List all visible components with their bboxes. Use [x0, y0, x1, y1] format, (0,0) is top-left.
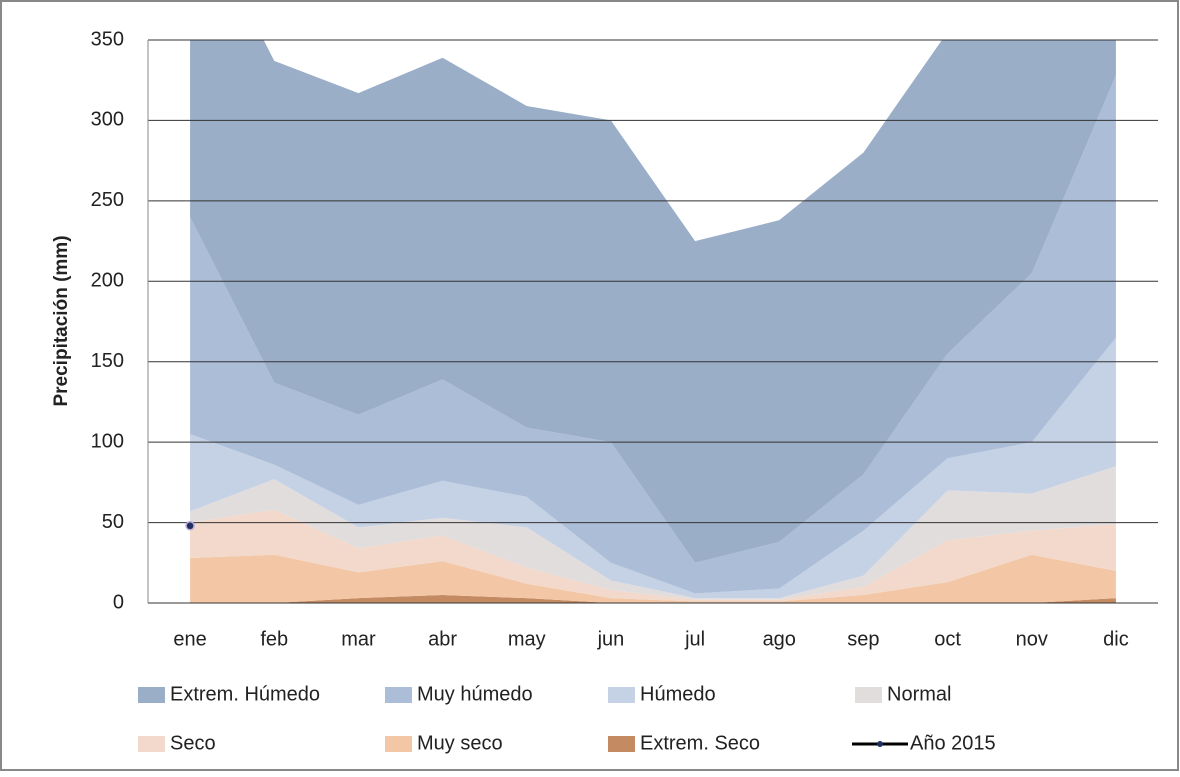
- legend-swatch: [138, 687, 165, 703]
- x-tick-label: dic: [1103, 628, 1129, 650]
- legend-marker: [877, 741, 883, 747]
- x-tick-label: mar: [341, 628, 376, 650]
- legend-label: Seco: [170, 732, 216, 754]
- legend-swatch: [608, 736, 635, 752]
- legend-swatch: [385, 687, 412, 703]
- legend-label: Húmedo: [640, 683, 716, 705]
- y-tick-label: 0: [113, 591, 124, 613]
- area: [190, 466, 1116, 600]
- y-tick-label: 350: [91, 28, 124, 50]
- area: [190, 594, 1116, 603]
- plot-area: [190, 40, 1116, 603]
- y-tick-label: 250: [91, 189, 124, 211]
- overlay: 0 50 100 150 200 250 300 350 ene feb mar abr may jun j…: [91, 28, 1158, 754]
- legend-swatch: [138, 736, 165, 752]
- x-tick-label: jul: [684, 628, 705, 650]
- y-tick-label: 100: [91, 430, 124, 452]
- area: [190, 40, 1116, 563]
- y-tick-label: 50: [102, 511, 124, 533]
- legend-label: Muy seco: [417, 732, 503, 754]
- x-tick-label: may: [508, 628, 546, 650]
- legend-label: Normal: [887, 683, 951, 705]
- legend-swatch: [608, 687, 635, 703]
- x-tick-label: nov: [1016, 628, 1048, 650]
- y-axis-label: Precipitación (mm): [51, 235, 72, 406]
- area: [190, 554, 1116, 603]
- legend-label: Año 2015: [910, 732, 996, 754]
- legend-label: Extrem. Húmedo: [170, 683, 320, 705]
- y-tick-label: 200: [91, 270, 124, 292]
- legend-label: Muy húmedo: [417, 683, 533, 705]
- point: [185, 521, 195, 531]
- legend-label: Extrem. Seco: [640, 732, 760, 754]
- x-tick-label: sep: [847, 628, 879, 650]
- y-tick-label: 300: [91, 109, 124, 131]
- x-tick-label: jun: [597, 628, 625, 650]
- x-tick-label: feb: [260, 628, 288, 650]
- area: [190, 509, 1116, 602]
- y-tick-label: 150: [91, 350, 124, 372]
- x-tick-label: abr: [428, 628, 457, 650]
- legend-swatch: [855, 687, 882, 703]
- x-tick-label: ago: [763, 628, 796, 650]
- legend-swatch: [385, 736, 412, 752]
- x-tick-label: oct: [934, 628, 961, 650]
- area: [190, 75, 1116, 594]
- area: [190, 337, 1116, 599]
- x-tick-label: ene: [173, 628, 206, 650]
